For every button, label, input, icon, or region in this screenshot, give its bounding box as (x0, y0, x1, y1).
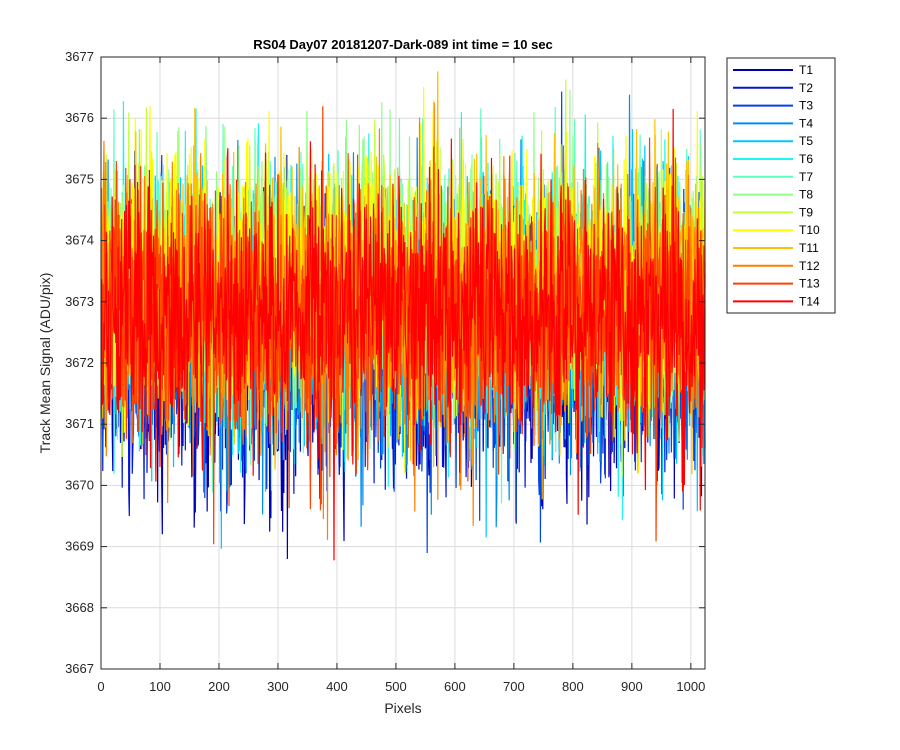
y-tick-label: 3672 (65, 355, 94, 370)
legend: T1 T2 T3 T4 T5 T6 T7 T8 T9 T10 T11 T12 T13 T14 (726, 57, 836, 314)
x-tick-label: 900 (621, 679, 643, 694)
legend-label-t8: T8 (799, 188, 813, 202)
legend-label-t14: T14 (799, 294, 820, 308)
y-tick-label: 3668 (65, 600, 94, 615)
series-line-t13 (100, 106, 706, 545)
series-group (100, 71, 706, 561)
y-tick-label: 3675 (65, 171, 94, 186)
y-tick-label: 3673 (65, 294, 94, 309)
x-tick-label: 200 (208, 679, 230, 694)
y-tick-label: 3674 (65, 233, 94, 248)
y-tick-label: 3667 (65, 661, 94, 676)
legend-label-t6: T6 (799, 152, 813, 166)
y-tick-label: 3670 (65, 477, 94, 492)
chart-title: RS04 Day07 20181207-Dark-089 int time = … (253, 37, 553, 52)
x-tick-label: 100 (149, 679, 171, 694)
x-tick-label: 1000 (676, 679, 705, 694)
legend-label-t9: T9 (799, 205, 813, 219)
legend-box (726, 57, 836, 314)
legend-label-t11: T11 (799, 241, 819, 255)
y-tick-label: 3677 (65, 49, 94, 64)
x-tick-label: 800 (562, 679, 584, 694)
series-line-t14 (100, 108, 706, 561)
y-tick-label: 3671 (65, 416, 94, 431)
legend-label-t7: T7 (799, 170, 813, 184)
legend-label-t10: T10 (799, 223, 820, 237)
legend-label-t2: T2 (799, 81, 813, 95)
legend-label-t12: T12 (799, 259, 820, 273)
legend-label-t4: T4 (799, 116, 813, 130)
legend-label-t5: T5 (799, 134, 813, 148)
x-axis-label: Pixels (384, 700, 421, 716)
x-tick-label: 600 (444, 679, 466, 694)
x-tick-label: 0 (97, 679, 104, 694)
y-tick-label: 3676 (65, 110, 94, 125)
legend-label-t1: T1 (799, 63, 813, 77)
y-axis-label: Track Mean Signal (ADU/pix) (37, 273, 53, 454)
ticks: 0 100 200 300 400 500 600 700 800 900 1000 3667 3668… (65, 49, 705, 694)
legend-label-t13: T13 (799, 277, 820, 291)
x-tick-label: 400 (326, 679, 348, 694)
x-tick-label: 500 (385, 679, 407, 694)
x-tick-label: 300 (267, 679, 289, 694)
legend-label-t3: T3 (799, 99, 813, 113)
y-tick-label: 3669 (65, 539, 94, 554)
x-tick-label: 700 (503, 679, 525, 694)
